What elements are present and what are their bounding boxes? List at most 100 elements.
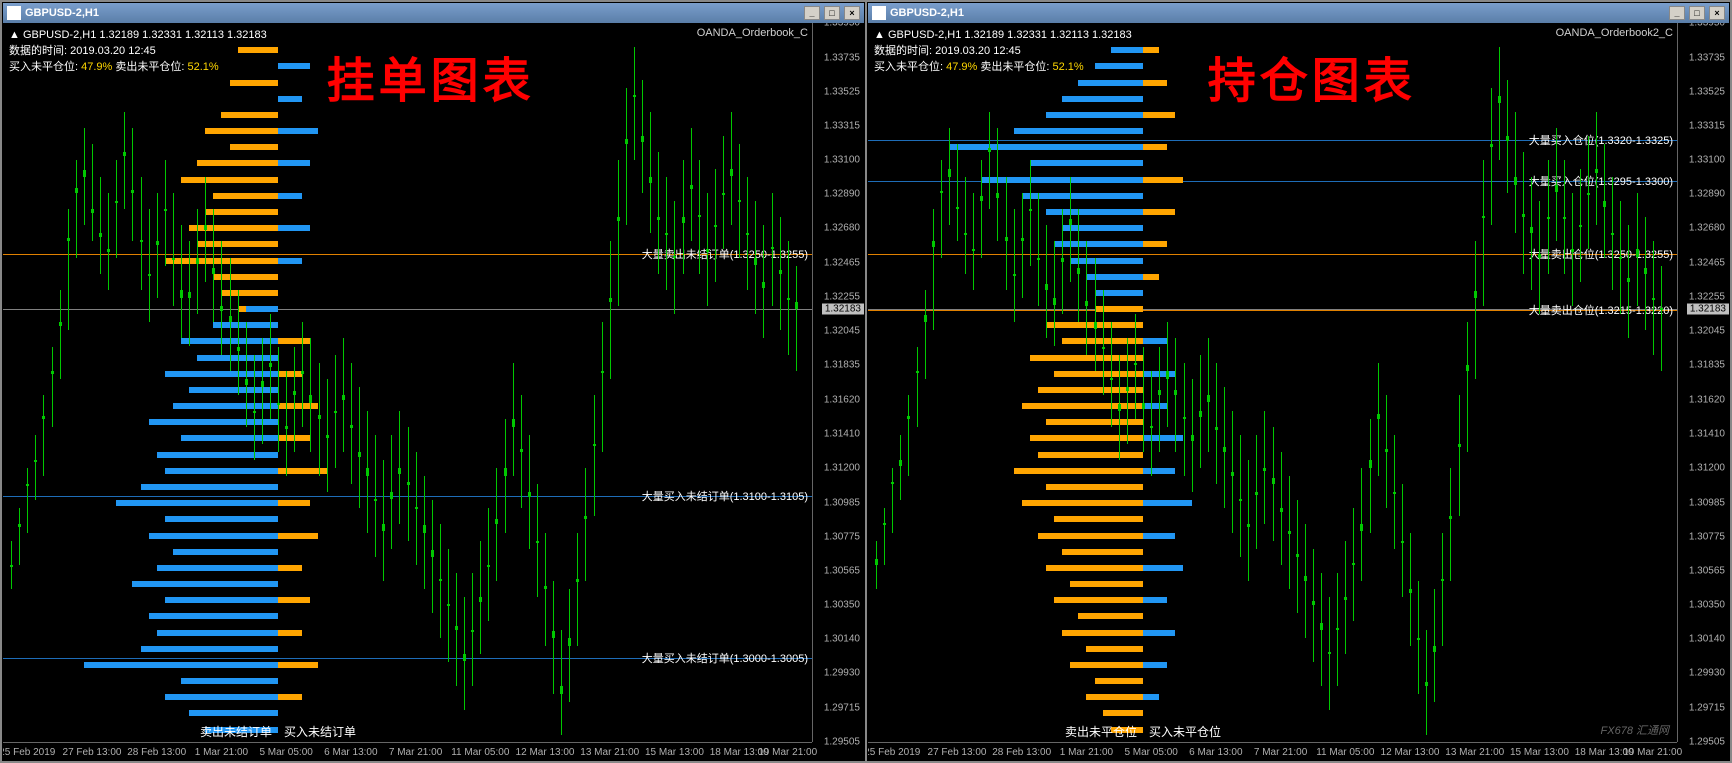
candle-body — [1377, 414, 1380, 419]
candle-body — [1547, 217, 1550, 219]
candle-body — [261, 381, 264, 387]
candle-body — [374, 499, 377, 501]
candle-body — [1239, 499, 1242, 501]
y-tick-label: 1.30775 — [1689, 531, 1725, 542]
candle-body — [560, 686, 563, 694]
close-button[interactable]: × — [844, 6, 860, 20]
hist-bar — [230, 144, 279, 150]
y-tick-label: 1.33950 — [1689, 23, 1725, 29]
candle-body — [787, 298, 790, 300]
maximize-button[interactable]: □ — [824, 6, 840, 20]
hist-bar — [1143, 144, 1167, 150]
candle-body — [1272, 478, 1275, 484]
candle-body — [593, 444, 596, 447]
hist-bar — [165, 468, 278, 474]
hist-bar — [1143, 209, 1175, 215]
candle-body — [1555, 185, 1558, 192]
minimize-button[interactable]: _ — [1669, 6, 1685, 20]
indicator-name: OANDA_Orderbook_C — [697, 27, 808, 39]
hist-bar — [157, 565, 278, 571]
candle-body — [1652, 298, 1655, 300]
hist-bar — [205, 128, 278, 134]
x-tick-label: 27 Feb 13:00 — [928, 747, 987, 758]
candle-body — [1619, 257, 1622, 259]
candle-body — [293, 391, 296, 395]
candle-body — [1288, 531, 1291, 533]
candle — [1184, 363, 1185, 476]
candle-body — [746, 233, 749, 235]
titlebar-left[interactable]: GBPUSD-2,H1 _ □ × — [3, 3, 864, 23]
candle-body — [1417, 638, 1420, 641]
candle — [1628, 225, 1629, 338]
hist-bar — [1070, 662, 1143, 668]
close-button[interactable]: × — [1709, 6, 1725, 20]
candle-body — [1595, 169, 1598, 174]
hist-bar — [278, 500, 310, 506]
candle — [876, 541, 877, 590]
candle — [278, 347, 279, 452]
hist-bar — [197, 160, 278, 166]
candle-body — [617, 217, 620, 221]
candle-body — [10, 565, 13, 567]
y-tick-label: 1.32890 — [1689, 189, 1725, 200]
hist-bar — [1062, 96, 1143, 102]
x-tick-label: 1 Mar 21:00 — [1060, 747, 1113, 758]
candle-body — [172, 258, 175, 261]
candle-body — [520, 449, 523, 452]
hist-bar — [1062, 225, 1143, 231]
hist-bar — [132, 581, 278, 587]
candle — [1661, 266, 1662, 371]
chart-left[interactable]: ▲ GBPUSD-2,H1 1.32189 1.32331 1.32113 1.… — [3, 23, 864, 760]
hist-bar — [1046, 419, 1143, 425]
y-tick-label: 1.31200 — [824, 462, 860, 473]
candle-body — [471, 630, 474, 632]
minimize-button[interactable]: _ — [804, 6, 820, 20]
y-tick-label: 1.29715 — [1689, 703, 1725, 714]
candle-body — [415, 507, 418, 509]
candle — [132, 128, 133, 241]
candle-body — [1061, 258, 1064, 263]
app-icon — [872, 6, 886, 20]
candle-body — [245, 379, 248, 385]
candle-body — [964, 233, 967, 235]
maximize-button[interactable]: □ — [1689, 6, 1705, 20]
candle-body — [1037, 258, 1040, 260]
candle-body — [423, 525, 426, 532]
candle-body — [334, 411, 337, 413]
hist-bar — [1014, 468, 1143, 474]
hist-bar — [189, 710, 278, 716]
candle — [1046, 225, 1047, 338]
candle-body — [188, 292, 191, 298]
x-tick-label: 25 Feb 2019 — [868, 747, 920, 758]
y-tick-label: 1.31620 — [824, 394, 860, 405]
candle-body — [140, 240, 143, 242]
candle-body — [1013, 274, 1016, 276]
hist-bar — [116, 500, 278, 506]
candle-body — [601, 371, 604, 373]
candle-body — [1449, 516, 1452, 518]
candle-body — [123, 152, 126, 156]
candle — [1030, 160, 1031, 265]
candle-body — [1223, 447, 1226, 452]
candle-body — [1627, 278, 1630, 282]
candle-body — [326, 435, 329, 437]
y-tick-label: 1.30565 — [1689, 565, 1725, 576]
chart-big-title: 持仓图表 — [1208, 41, 1416, 111]
candle — [1539, 201, 1540, 314]
candle — [618, 160, 619, 306]
candle — [884, 508, 885, 565]
chart-right[interactable]: ▲ GBPUSD-2,H1 1.32189 1.32331 1.32113 1.… — [868, 23, 1729, 760]
candle — [173, 193, 174, 306]
candle — [319, 363, 320, 476]
candle-body — [1360, 524, 1363, 531]
y-tick-label: 1.33950 — [824, 23, 860, 29]
h-line-label: 大量买入未结订单(1.3100-1.3105) — [642, 488, 808, 504]
hist-bar — [1143, 112, 1175, 118]
candle — [1531, 177, 1532, 290]
candle-body — [1263, 468, 1266, 471]
x-tick-label: 5 Mar 05:00 — [1124, 747, 1177, 758]
candle — [157, 193, 158, 298]
candle — [505, 419, 506, 532]
titlebar-right[interactable]: GBPUSD-2,H1 _ □ × — [868, 3, 1729, 23]
hist-bar — [1078, 80, 1143, 86]
